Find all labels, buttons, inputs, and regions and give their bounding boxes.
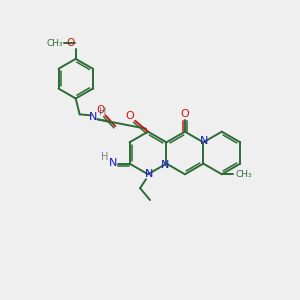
- Text: N: N: [109, 158, 117, 168]
- Text: H: H: [101, 152, 109, 162]
- Text: H: H: [99, 107, 106, 117]
- Text: O: O: [126, 111, 135, 121]
- Text: N: N: [89, 112, 98, 122]
- Text: CH₃: CH₃: [46, 40, 63, 49]
- Text: N: N: [145, 169, 153, 179]
- Text: CH₃: CH₃: [235, 170, 252, 179]
- Text: O: O: [96, 105, 105, 116]
- Text: N: N: [161, 160, 170, 170]
- Text: O: O: [181, 109, 189, 119]
- Text: O: O: [67, 38, 75, 48]
- Text: N: N: [200, 136, 208, 146]
